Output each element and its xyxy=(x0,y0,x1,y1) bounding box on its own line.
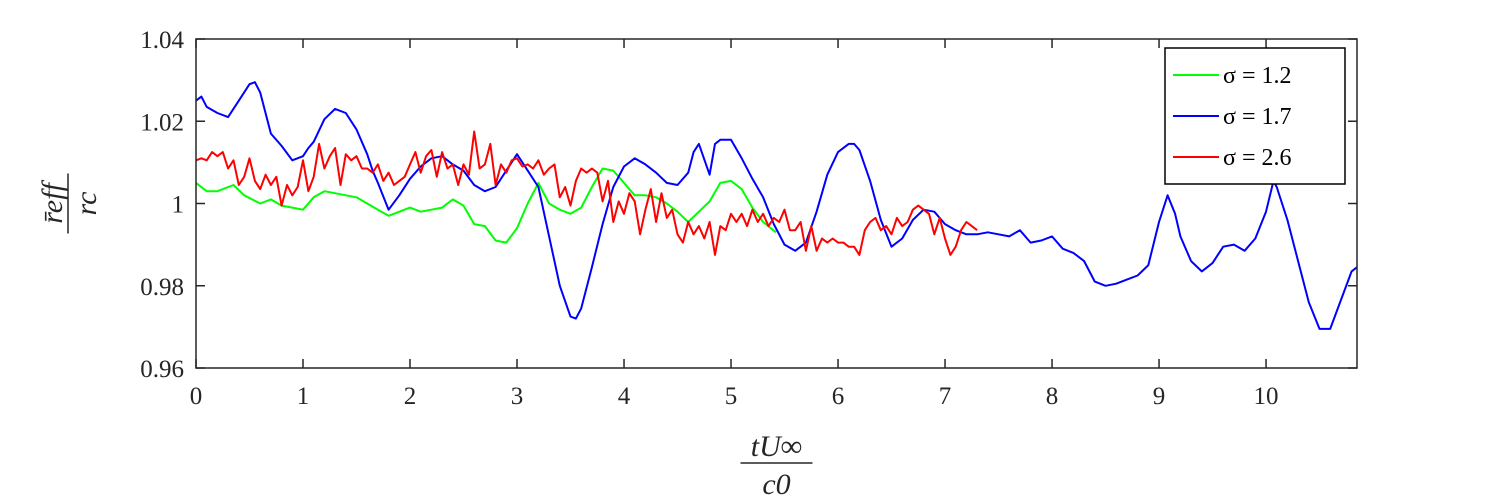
x-tick-label: 10 xyxy=(1254,383,1279,410)
x-tick-label: 3 xyxy=(511,383,524,410)
x-tick-label: 6 xyxy=(832,383,845,410)
series-line-3 xyxy=(195,130,978,256)
x-axis-label-denominator: c0 xyxy=(762,468,790,500)
x-tick-label: 7 xyxy=(939,383,952,410)
legend-label: σ = 1.2 xyxy=(1223,63,1291,89)
legend-entries: σ = 1.2 σ = 1.7 σ = 2.6 xyxy=(1173,63,1291,171)
y-tick-label: 0.96 xyxy=(140,356,184,383)
x-tick-label: 5 xyxy=(725,383,738,410)
y-axis-label: r̄eff rc xyxy=(36,173,103,234)
y-tick-label: 1 xyxy=(172,192,185,219)
y-tick-label: 1.02 xyxy=(140,109,184,136)
x-tick-label: 0 xyxy=(190,383,203,410)
axis-ticks: 0 1 2 3 4 5 6 7 8 9 10 0.96 0.98 1 1.02 1.04 xyxy=(140,27,1357,410)
x-tick-label: 2 xyxy=(404,383,417,410)
y-tick-label: 0.98 xyxy=(140,274,184,301)
legend: σ = 1.2 σ = 1.7 σ = 2.6 xyxy=(1164,47,1346,185)
x-tick-label: 8 xyxy=(1046,383,1059,410)
series-line-1 xyxy=(195,167,777,244)
x-tick-label: 4 xyxy=(618,383,631,410)
y-axis-label-denominator: rc xyxy=(70,192,103,216)
legend-label: σ = 1.7 xyxy=(1223,104,1291,130)
series-line-2 xyxy=(195,81,1358,330)
x-axis-label-numerator: tU∞ xyxy=(751,430,802,463)
legend-label: σ = 2.6 xyxy=(1223,145,1291,171)
y-tick-label: 1.04 xyxy=(140,27,184,54)
x-axis-label: tU∞ c0 xyxy=(740,430,813,500)
y-axis-label-numerator: r̄eff xyxy=(36,180,69,224)
series-layer xyxy=(195,81,1358,330)
x-tick-label: 9 xyxy=(1153,383,1166,410)
x-tick-label: 1 xyxy=(297,383,310,410)
